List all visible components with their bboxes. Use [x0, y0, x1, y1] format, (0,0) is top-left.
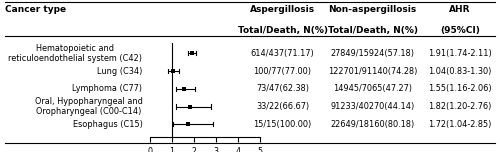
Text: 91233/40270(44.14): 91233/40270(44.14)	[330, 102, 414, 111]
Text: Lymphoma (C77): Lymphoma (C77)	[72, 84, 142, 93]
Text: 27849/15924(57.18): 27849/15924(57.18)	[330, 49, 414, 58]
Text: 33/22(66.67): 33/22(66.67)	[256, 102, 309, 111]
Text: Aspergillosis: Aspergillosis	[250, 5, 315, 14]
Text: Hematopoietic and
reticuloendothelial system (C42): Hematopoietic and reticuloendothelial sy…	[8, 43, 142, 63]
Text: 122701/91140(74.28): 122701/91140(74.28)	[328, 67, 417, 76]
Text: 1.72(1.04-2.85): 1.72(1.04-2.85)	[428, 120, 492, 129]
Text: Cancer type: Cancer type	[5, 5, 66, 14]
Text: 15/15(100.00): 15/15(100.00)	[254, 120, 312, 129]
Text: 1.04(0.83-1.30): 1.04(0.83-1.30)	[428, 67, 492, 76]
Text: Esophagus (C15): Esophagus (C15)	[72, 120, 142, 129]
Text: Total/Death, N(%): Total/Death, N(%)	[238, 26, 328, 35]
Text: 1.82(1.20-2.76): 1.82(1.20-2.76)	[428, 102, 492, 111]
Text: Non-aspergillosis: Non-aspergillosis	[328, 5, 416, 14]
Text: 1.55(1.16-2.06): 1.55(1.16-2.06)	[428, 84, 492, 93]
Text: AHR: AHR	[449, 5, 471, 14]
Text: 614/437(71.17): 614/437(71.17)	[250, 49, 314, 58]
Text: Oral, Hypopharyngeal and
Oropharyngeal (C00-C14): Oral, Hypopharyngeal and Oropharyngeal (…	[34, 97, 142, 116]
Text: 1.91(1.74-2.11): 1.91(1.74-2.11)	[428, 49, 492, 58]
Text: 100/77(77.00): 100/77(77.00)	[254, 67, 312, 76]
Text: 14945/7065(47.27): 14945/7065(47.27)	[333, 84, 412, 93]
Text: 22649/18160(80.18): 22649/18160(80.18)	[330, 120, 414, 129]
Text: Lung (C34): Lung (C34)	[97, 67, 142, 76]
Text: (95%CI): (95%CI)	[440, 26, 480, 35]
Text: Total/Death, N(%): Total/Death, N(%)	[328, 26, 418, 35]
Text: 73/47(62.38): 73/47(62.38)	[256, 84, 309, 93]
